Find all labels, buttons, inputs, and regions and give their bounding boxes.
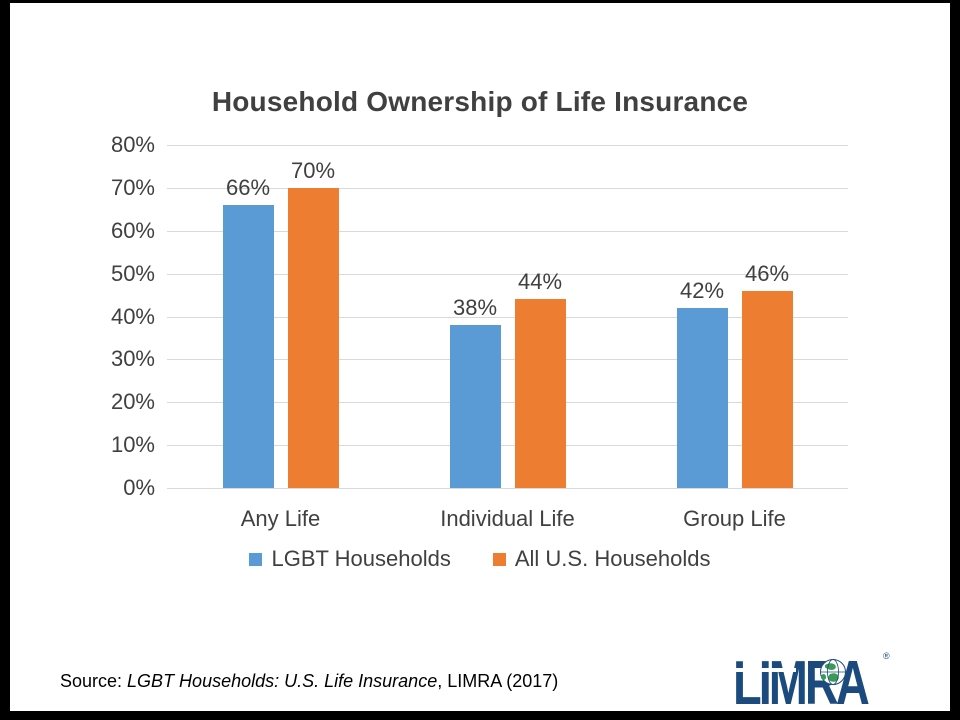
y-tick-label: 0% bbox=[123, 475, 155, 500]
y-tick-label: 30% bbox=[110, 346, 155, 372]
source-suffix: , LIMRA (2017) bbox=[437, 671, 559, 691]
y-tick-label: 80% bbox=[110, 132, 155, 157]
gridline bbox=[167, 316, 848, 318]
slide: Household Ownership of Life Insurance 0%… bbox=[10, 3, 950, 711]
data-label-lgbt-households-individual-life: 38% bbox=[452, 295, 498, 321]
gridline bbox=[167, 402, 848, 404]
y-tick-label: 40% bbox=[110, 303, 155, 329]
data-label-lgbt-households-group-life: 42% bbox=[679, 277, 725, 303]
source-prefix: Source: bbox=[60, 671, 128, 691]
logo-letter-cut bbox=[733, 668, 796, 672]
legend-item-all-u-s-households: All U.S. Households bbox=[492, 546, 711, 572]
y-tick-label: 20% bbox=[110, 389, 155, 415]
bar-lgbt-households-any-life bbox=[222, 205, 274, 488]
y-tick-label: 70% bbox=[110, 174, 155, 200]
legend-label: All U.S. Households bbox=[514, 546, 711, 571]
data-label-all-u-s-households-group-life: 46% bbox=[744, 260, 790, 286]
registered-mark: ® bbox=[883, 651, 890, 661]
data-label-all-u-s-households-individual-life: 44% bbox=[517, 269, 563, 295]
bar-lgbt-households-individual-life bbox=[449, 325, 501, 488]
bar-all-u-s-households-individual-life bbox=[514, 299, 566, 488]
gridline bbox=[167, 273, 848, 275]
bar-lgbt-households-group-life bbox=[676, 307, 728, 488]
category-label-individual-life: Individual Life bbox=[440, 506, 575, 531]
legend-swatch-icon bbox=[492, 552, 506, 566]
limra-logo: LIMRA ® bbox=[733, 647, 890, 709]
category-label-any-life: Any Life bbox=[240, 506, 321, 531]
category-label-group-life: Group Life bbox=[683, 506, 786, 531]
x-axis-line bbox=[167, 488, 848, 489]
y-tick-label: 10% bbox=[110, 432, 155, 458]
legend: LGBT Households All U.S. Households bbox=[10, 546, 950, 572]
source-citation: Source: LGBT Households: U.S. Life Insur… bbox=[60, 671, 558, 692]
source-report-title: LGBT Households: U.S. Life Insurance bbox=[127, 671, 438, 691]
legend-item-lgbt-households: LGBT Households bbox=[249, 546, 451, 572]
gridline bbox=[167, 445, 848, 447]
chart-title: Household Ownership of Life Insurance bbox=[211, 86, 749, 117]
gridline bbox=[167, 359, 848, 361]
y-tick-label: 60% bbox=[110, 217, 155, 243]
legend-label: LGBT Households bbox=[271, 546, 451, 571]
data-label-all-u-s-households-any-life: 70% bbox=[290, 157, 336, 183]
gridline bbox=[167, 145, 848, 146]
gridline bbox=[167, 187, 848, 189]
gridline bbox=[167, 230, 848, 232]
legend-swatch-icon bbox=[249, 552, 263, 566]
bar-all-u-s-households-any-life bbox=[287, 187, 339, 488]
data-label-lgbt-households-any-life: 66% bbox=[225, 175, 271, 201]
bar-all-u-s-households-group-life bbox=[741, 290, 793, 488]
limra-logo-text: LIMRA bbox=[733, 647, 869, 709]
globe-icon bbox=[820, 659, 846, 685]
y-tick-label: 50% bbox=[110, 260, 155, 286]
